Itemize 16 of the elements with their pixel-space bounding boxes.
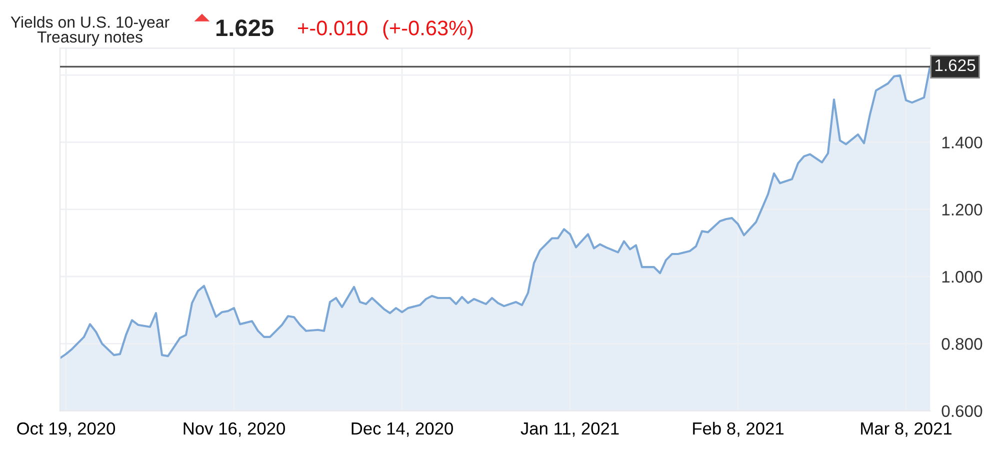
text: +-0.010 [298,20,368,36]
x-tick-label: Dec 14, 2020 [352,422,453,437]
chart-title: Yields on U.S. 10-year Treasury notes [10,16,170,46]
y-tick-label: 0.800 [942,338,982,350]
x-tick-label: Nov 16, 2020 [184,422,285,437]
y-tick-label: 1.000 [942,270,982,283]
x-tick-label: Oct 19, 2020 [17,422,116,437]
y-tick-label: 1.400 [942,136,982,148]
y-tick-label: 0.600 [942,405,982,418]
x-tick-label: Jan 11, 2021 [520,422,619,437]
y-tick-label: 1.200 [942,204,982,216]
ref-line-label: 1.625 [935,59,976,72]
text: 1.625 [216,19,274,36]
text: (+-0.63%) [383,20,473,40]
x-tick-label: Feb 8, 2021 [693,422,784,437]
x-tick-label: Mar 8, 2021 [861,422,952,437]
